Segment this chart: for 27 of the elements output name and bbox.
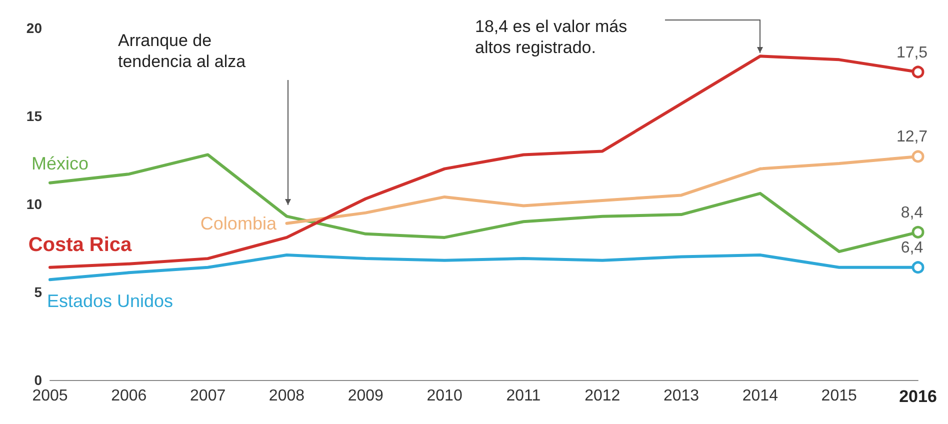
x-tick-label: 2007 <box>190 388 226 404</box>
series-label: Colombia <box>200 213 278 234</box>
annotation: 18,4 es el valor más altos registrado. <box>475 17 628 57</box>
x-tick-label: 2014 <box>742 388 778 404</box>
x-tick-label: 2010 <box>426 388 462 404</box>
y-tick-label: 15 <box>26 108 42 124</box>
x-tick-label: 2009 <box>348 388 384 404</box>
x-tick-label: 2015 <box>821 388 857 404</box>
data-label: 6,4 <box>900 240 924 257</box>
series-label: México <box>31 154 89 174</box>
annotation: Arranque de tendencia al alza <box>118 31 246 71</box>
legend-label: Estados Unidos <box>46 290 174 311</box>
y-tick-label: 5 <box>34 284 42 300</box>
x-tick-label: 2006 <box>111 388 147 404</box>
x-tick-label: 2005 <box>32 388 68 404</box>
series-label: Costa Rica <box>28 234 133 256</box>
data-label: 17,5 <box>896 44 928 62</box>
x-tick-label: 2012 <box>584 388 620 404</box>
x-tick-label: 2008 <box>268 388 305 404</box>
y-tick-label: 20 <box>26 20 42 36</box>
x-tick-label: 2011 <box>506 388 541 404</box>
data-label: 8,4 <box>900 204 924 222</box>
x-tick-label: 2013 <box>663 388 700 404</box>
y-tick-label: 0 <box>34 372 42 388</box>
x-tick-label: 2016 <box>899 387 937 406</box>
data-label: 12,7 <box>896 128 928 146</box>
y-tick-label: 10 <box>26 196 42 212</box>
